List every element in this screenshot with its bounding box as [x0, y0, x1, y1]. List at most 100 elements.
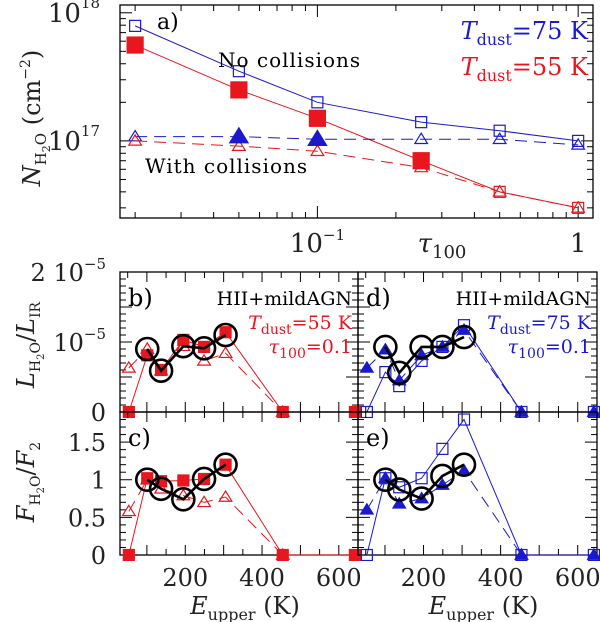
circle-marker [386, 477, 412, 502]
square-marker [232, 65, 245, 78]
circle-marker [148, 358, 174, 384]
square-marker [129, 19, 142, 32]
annotation-no-collisions: No collisions [218, 48, 361, 72]
legend-entry-part: dust [477, 66, 513, 85]
y-tick-label-part: 0.5 [68, 504, 106, 532]
y-tick-label-part: −5 [84, 325, 106, 343]
series-line [366, 470, 594, 556]
square-marker [415, 116, 428, 129]
y-tick-label: 0.5 [68, 504, 106, 532]
y-tick-label-part: 10 [48, 127, 81, 157]
x-tick-label-part: 400 [478, 564, 524, 592]
y-tick-label-part: 18 [81, 0, 100, 12]
y-tick-label: 1.5 [68, 429, 106, 457]
y-tick-label-part: 17 [81, 122, 100, 140]
x-tick-label-part: 1 [570, 229, 587, 259]
circle-marker [134, 467, 160, 493]
y-tick-label-part: 0 [91, 399, 106, 427]
x-tick-label: 200 [401, 564, 447, 592]
x-tick-label-part: 200 [401, 564, 447, 592]
panel-label: b) [128, 284, 153, 312]
x-axis-title: Eupper (K) [428, 592, 539, 622]
x-tick-label-part: 400 [239, 564, 285, 592]
circle-marker [171, 487, 196, 512]
x-tick-label: 400 [478, 564, 524, 592]
square-marker [493, 124, 506, 137]
triangle-marker [127, 129, 143, 142]
plot-area-e [359, 413, 600, 561]
y-tick-label: 1 [91, 467, 106, 495]
y-axis-title-luminosity-part: L [12, 318, 40, 335]
y-axis-title-luminosity-part: H [28, 360, 44, 372]
series-with-collisions-tdust-55-k [127, 133, 586, 213]
tdust-label-part: dust [500, 322, 531, 338]
circle-marker [430, 463, 455, 489]
tdust-label: Tdust=55 K [248, 312, 353, 338]
annotation-with-collisions-part: With collisions [145, 154, 308, 178]
y-axis-title-part: N [18, 164, 46, 187]
square-marker [457, 413, 471, 426]
y-axis-title-part: ) [18, 50, 46, 59]
x-axis-title-part: E [189, 592, 208, 620]
square-marker [412, 152, 430, 170]
series-line [135, 140, 579, 209]
panel-label-part: a) [157, 10, 179, 35]
y-tick-label: 1017 [48, 122, 100, 157]
series-no-collisions-tdust-75-k [129, 19, 585, 147]
tdust-label-part: =75 K [531, 312, 592, 334]
panel-label-part: b) [128, 284, 153, 312]
triangle-marker [492, 184, 508, 197]
square-marker [126, 36, 144, 54]
series-line [128, 479, 284, 556]
circle-marker [386, 360, 412, 386]
x-axis-title-part: τ [418, 229, 433, 259]
triangle-marker [359, 360, 375, 373]
model-label-part: HII+mildAGN [217, 288, 352, 310]
tau-label-part: 100 [518, 346, 545, 362]
square-marker [219, 326, 232, 339]
series-line [135, 136, 579, 146]
circle-marker [451, 452, 477, 477]
circle-marker [451, 324, 477, 350]
panel-e: e) 200 400 600 Eupper (K) [357, 411, 600, 622]
tau-label-part: =0.1 [545, 336, 591, 358]
x-axis-title: Eupper (K) [189, 592, 300, 622]
tau-label-part: τ [508, 336, 519, 358]
circle-marker [373, 334, 398, 360]
x-axis-title: τ100 [418, 229, 467, 263]
series-line [366, 418, 594, 556]
y-tick-label-part: 10 [48, 0, 81, 29]
x-tick-label: 600 [316, 564, 362, 592]
x-tick-label-part: 600 [555, 564, 600, 592]
triangle-marker [196, 495, 212, 508]
y-tick-label: 10−5 [53, 325, 106, 357]
tdust-label-part: dust [261, 322, 292, 338]
circle-marker [430, 334, 455, 360]
tau-label: τ100=0.1 [269, 336, 352, 362]
x-axis-title-part: E [428, 592, 447, 620]
model-label: HII+mildAGN [217, 288, 352, 310]
y-tick-label: 0 [91, 399, 106, 427]
circle-marker [191, 466, 217, 492]
y-axis-title-part: 2 [40, 145, 53, 152]
circle-marker [409, 486, 434, 511]
triangle-marker [139, 341, 155, 354]
square-marker [379, 366, 392, 379]
y-axis-title-luminosity-part: 2 [36, 354, 47, 360]
square-marker [154, 475, 168, 488]
tdust-label-part: T [248, 312, 262, 334]
annotation-with-collisions: With collisions [145, 154, 308, 178]
panel-label: d) [366, 284, 391, 312]
y-tick-label-part: 2 10 [30, 259, 83, 287]
panel-label: a) [157, 10, 179, 35]
tau-label-part: 100 [279, 346, 306, 362]
square-marker [177, 474, 190, 487]
square-marker [415, 472, 428, 485]
tau-label: τ100=0.1 [508, 336, 591, 362]
triangle-marker [275, 547, 291, 560]
triangle-marker [514, 547, 529, 560]
plot-frame [357, 411, 598, 556]
triangle-marker [456, 322, 472, 335]
